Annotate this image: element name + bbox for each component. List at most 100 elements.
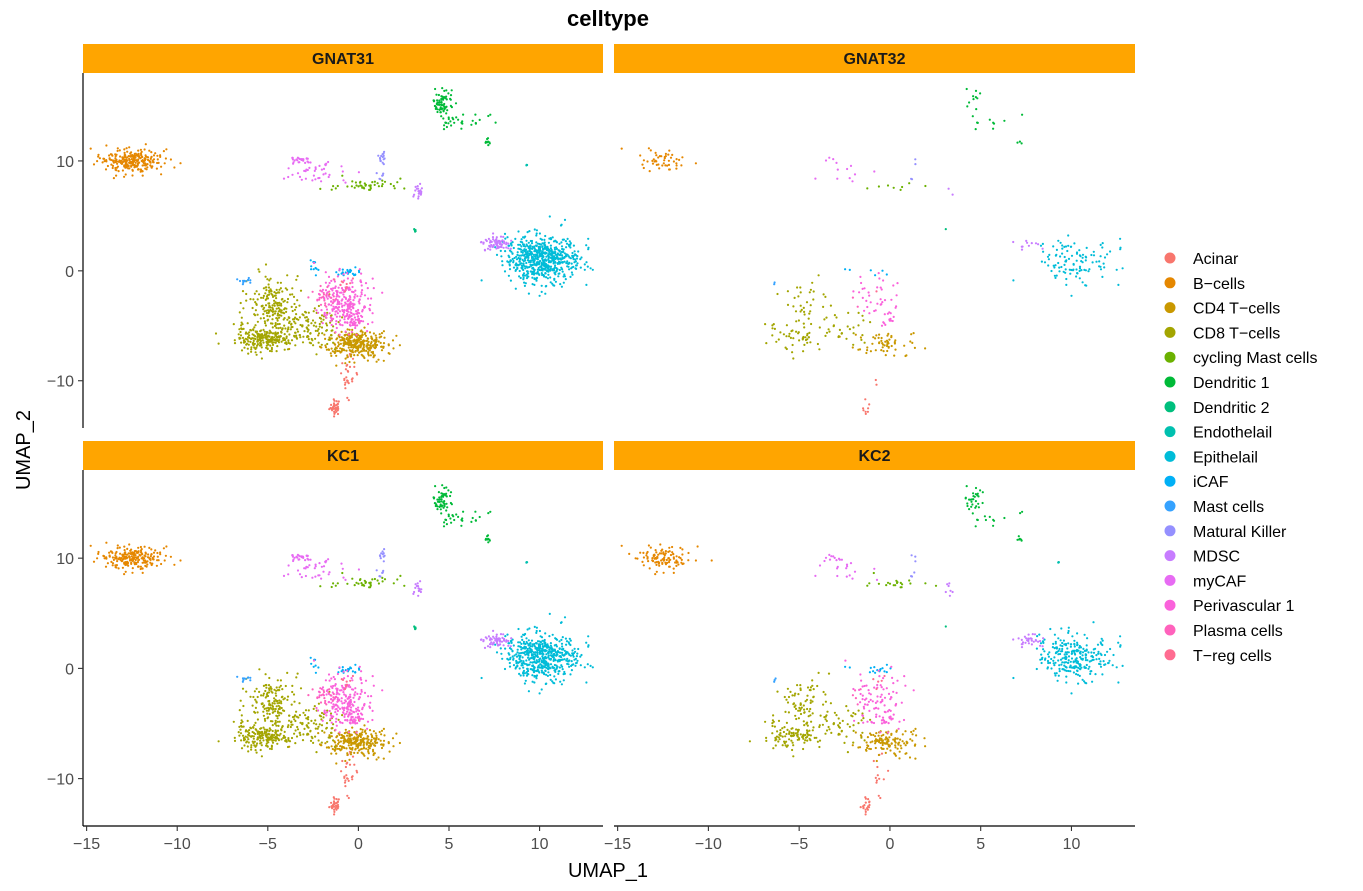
point-b-cells [126,562,129,565]
point-perivascular-1 [352,299,355,302]
point-cd8-t-cells [788,335,791,338]
point-perivascular-1 [369,701,372,704]
point-epithelail [563,260,566,263]
point-b-cells [116,149,119,152]
point-cd8-t-cells [318,325,321,328]
point-cd8-t-cells [280,304,283,307]
point-dendritic-1 [450,521,453,524]
point-epithelail [494,643,497,646]
point-epithelail [544,643,547,646]
point-perivascular-1 [332,292,335,295]
point-cd8-t-cells [276,679,279,682]
point-mycaf [344,578,347,582]
point-mycaf [848,177,851,180]
point-cd4-t-cells [356,349,359,352]
point-cd8-t-cells [249,695,252,698]
point-cd8-t-cells [274,331,277,334]
point-perivascular-1 [358,268,361,271]
point-cd4-t-cells [339,740,342,743]
point-epithelail [549,678,552,681]
point-cd8-t-cells [255,728,258,732]
point-cd8-t-cells [247,738,250,741]
point-cd4-t-cells [366,735,369,738]
point-cd8-t-cells [241,734,245,737]
point-cd8-t-cells [273,697,276,700]
point-b-cells [668,149,671,152]
point-mycaf [318,562,321,565]
point-perivascular-1 [338,295,341,298]
point-epithelail [499,249,502,252]
point-cd4-t-cells [359,742,362,745]
point-mycaf [327,175,330,179]
point-mdsc [505,246,508,249]
point-epithelail [589,267,592,270]
point-cd4-t-cells [380,345,383,348]
point-epithelail [1099,243,1102,246]
point-cd4-t-cells [346,336,349,339]
point-b-cells [148,160,151,163]
point-cd4-t-cells [361,342,364,345]
point-cd4-t-cells [351,349,354,352]
point-dendritic-1 [449,120,452,123]
point-mast-cells [243,279,246,282]
point-perivascular-1 [332,703,335,706]
point-cd8-t-cells [256,333,260,336]
point-epithelail [575,264,578,267]
point-cd8-t-cells [294,729,297,732]
point-cd8-t-cells [303,727,306,731]
point-mdsc [492,635,495,638]
point-cd8-t-cells [280,706,283,710]
point-cd4-t-cells [352,346,355,349]
point-epithelail [540,262,543,266]
point-cd8-t-cells [288,342,292,345]
point-dendritic-1 [444,494,447,497]
point-acinar [864,398,867,401]
point-epithelail [587,248,590,251]
point-dendritic-1 [443,493,446,496]
point-mycaf [325,162,328,165]
point-cd4-t-cells [398,344,401,347]
point-dendritic-1 [447,117,450,121]
point-cd4-t-cells [330,745,333,748]
point-cd8-t-cells [246,719,249,723]
point-epithelail [1103,266,1106,269]
point-b-cells [136,154,139,157]
point-cd8-t-cells [296,328,299,331]
point-perivascular-1 [369,303,372,307]
point-dendritic-1 [487,541,490,544]
point-cd8-t-cells [280,302,283,305]
point-cd4-t-cells [377,358,380,361]
point-cd8-t-cells [807,317,810,320]
point-epithelail [1078,254,1081,257]
point-mdsc [414,189,417,192]
point-b-cells [655,160,658,163]
point-b-cells [164,157,167,160]
point-cd8-t-cells [274,737,277,740]
point-epithelail [591,268,594,271]
point-mycaf [306,566,309,569]
point-epithelail [538,294,541,297]
point-cd8-t-cells [242,339,246,342]
point-mdsc [492,641,495,644]
point-cd4-t-cells [337,341,340,344]
point-cd8-t-cells [863,341,866,344]
point-mdsc [495,640,498,643]
point-cd4-t-cells [348,746,351,750]
point-cd8-t-cells [302,711,305,714]
point-cd8-t-cells [276,314,279,317]
point-epithelail [568,665,571,668]
point-epithelail [521,638,524,642]
point-cd4-t-cells [354,741,357,744]
point-perivascular-1 [865,299,868,302]
point-cd8-t-cells [331,727,334,730]
point-acinar [336,801,339,804]
point-acinar [347,399,350,402]
point-cd8-t-cells [254,347,257,351]
point-cd4-t-cells [362,741,365,744]
point-b-cells [123,175,126,178]
point-plasma-cells [851,296,855,299]
point-icaf [848,268,851,271]
point-perivascular-1 [337,286,340,289]
point-acinar [356,373,359,376]
point-dendritic-1 [449,491,453,494]
